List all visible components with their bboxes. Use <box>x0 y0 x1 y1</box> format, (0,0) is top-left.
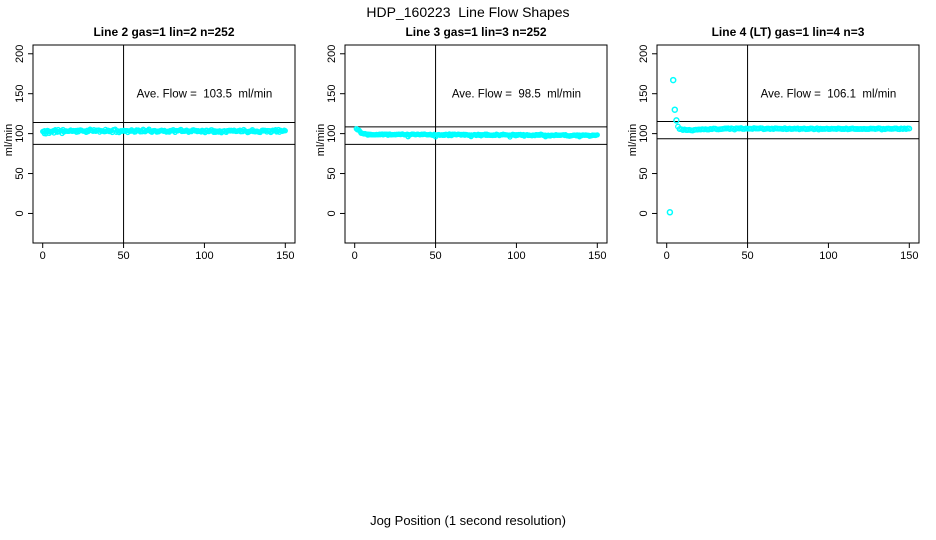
y-tick-label: 200 <box>638 45 650 63</box>
data-point <box>468 133 474 140</box>
y-tick-label: 50 <box>14 167 26 179</box>
y-tick-label: 200 <box>14 45 26 63</box>
x-tick-label: 50 <box>117 250 129 262</box>
data-point <box>46 130 52 137</box>
data-point <box>576 134 583 140</box>
plot-box <box>656 44 920 244</box>
y-tick-label: 0 <box>638 210 650 216</box>
data-point <box>542 134 549 140</box>
outlier-point <box>673 117 680 124</box>
outlier-point <box>669 76 677 84</box>
x-tick-label: 100 <box>195 250 213 262</box>
y-tick-label: 150 <box>638 85 650 103</box>
y-tick-label: 0 <box>14 210 26 216</box>
x-tick-label: 150 <box>900 250 918 262</box>
y-tick-label: 150 <box>14 85 26 103</box>
x-tick-label: 100 <box>507 250 525 262</box>
y-tick-label: 200 <box>326 45 338 63</box>
x-axis-label: Jog Position (1 second resolution) <box>370 513 566 528</box>
data-point <box>594 132 600 138</box>
x-tick-label: 0 <box>352 250 358 262</box>
y-tick-label: 50 <box>326 167 338 179</box>
panel-title: Line 4 (LT) gas=1 lin=4 n=3 <box>712 25 865 39</box>
y-tick-label: 100 <box>326 124 338 142</box>
y-tick-label: 150 <box>326 85 338 103</box>
data-point <box>906 125 913 132</box>
outlier-point <box>666 209 674 216</box>
data-point <box>432 134 439 140</box>
y-tick-label: 50 <box>638 167 650 179</box>
panel-title: Line 2 gas=1 lin=2 n=252 <box>93 25 234 39</box>
x-tick-label: 100 <box>819 250 837 262</box>
y-tick-label: 0 <box>326 210 338 216</box>
panel-title: Line 3 gas=1 lin=3 n=252 <box>405 25 546 39</box>
y-tick-label: 100 <box>14 124 26 142</box>
data-point <box>59 130 65 137</box>
scatter-series <box>353 126 600 140</box>
data-point <box>282 128 288 134</box>
panel-2: 0 50 100 150 200 0 50 100 150 ml/min Line 3 gas=1 … <box>315 25 608 262</box>
x-tick-label: 150 <box>276 250 294 262</box>
x-tick-label: 0 <box>664 250 670 262</box>
data-point <box>51 130 57 136</box>
panel-3: 0 50 100 150 200 0 50 100 150 ml/min Line 4 (LT) g… <box>627 25 920 262</box>
data-point <box>507 134 513 140</box>
scatter-series <box>666 76 913 216</box>
y-axis-unit-label: ml/min <box>627 124 639 156</box>
panel-1: 0 50 100 150 200 0 50 100 150 ml/min Line 2 gas=1 … <box>3 25 296 262</box>
data-point <box>405 134 411 140</box>
average-flow-annotation: Ave. Flow = 98.5 ml/min <box>452 89 581 101</box>
x-tick-label: 0 <box>40 250 46 262</box>
y-tick-label: 100 <box>638 124 650 142</box>
average-flow-annotation: Ave. Flow = 106.1 ml/min <box>761 89 897 101</box>
x-tick-label: 150 <box>588 250 606 262</box>
average-flow-annotation: Ave. Flow = 103.5 ml/min <box>137 89 273 101</box>
x-tick-label: 50 <box>741 250 753 262</box>
scatter-series <box>40 126 288 137</box>
outlier-point <box>671 106 679 113</box>
figure-title: HDP_160223 Line Flow Shapes <box>366 4 570 20</box>
x-tick-label: 50 <box>429 250 441 262</box>
y-axis-unit-label: ml/min <box>315 124 327 156</box>
y-axis-unit-label: ml/min <box>3 124 15 156</box>
